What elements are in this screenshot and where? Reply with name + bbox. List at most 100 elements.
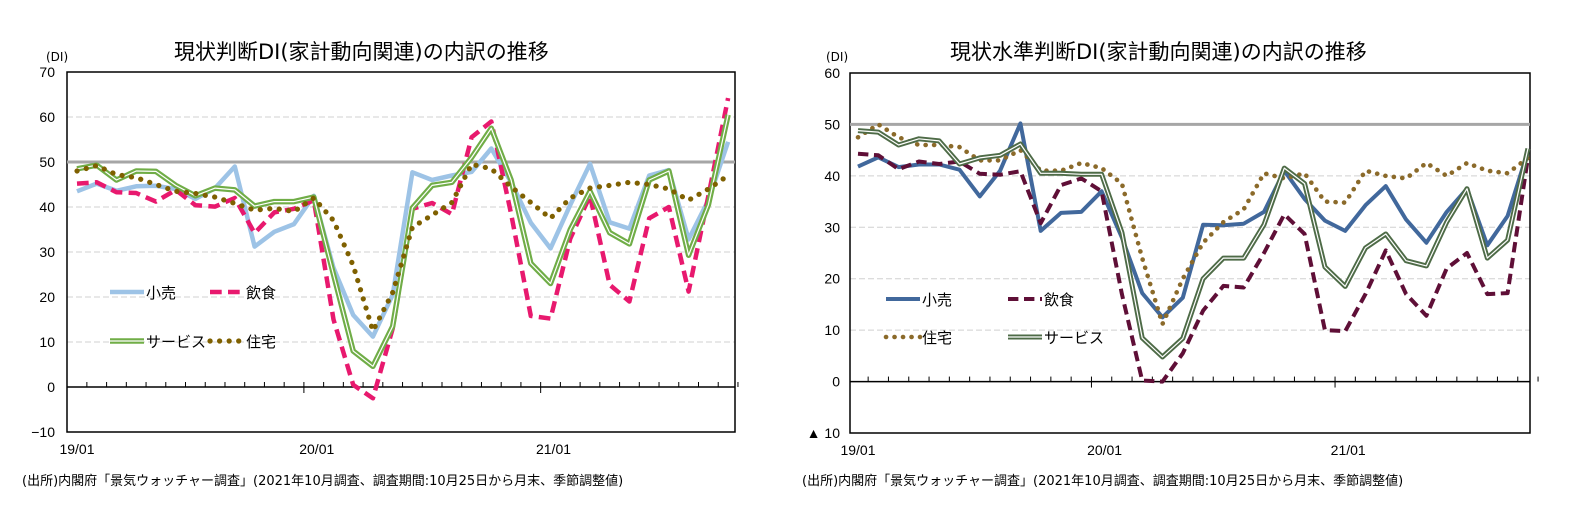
data-point: [292, 210, 296, 214]
data-point: [272, 210, 276, 214]
data-point: [978, 194, 982, 198]
x-tick-label: 21/01: [536, 441, 571, 457]
data-point: [1018, 142, 1022, 146]
legend-item: 住宅: [207, 334, 276, 351]
data-point: [1465, 187, 1469, 191]
data-point: [1262, 251, 1266, 255]
y-tick-label: 10: [824, 322, 840, 338]
data-point: [856, 135, 860, 139]
x-tick-label: 19/01: [840, 442, 875, 458]
data-point: [1181, 296, 1185, 300]
series-小売: [857, 121, 1530, 320]
data-point: [1526, 147, 1530, 151]
data-point: [1465, 161, 1469, 165]
data-point: [272, 206, 276, 210]
data-point: [154, 200, 158, 204]
series-line: [74, 161, 731, 334]
data-point: [351, 264, 355, 268]
y-tick-label: 30: [824, 219, 840, 235]
data-point: [1506, 291, 1510, 295]
data-point: [95, 164, 99, 168]
data-point: [1506, 238, 1510, 242]
data-point: [667, 169, 671, 173]
legend-label: サービス: [146, 334, 206, 351]
data-point: [1303, 171, 1307, 175]
y-tick-label: −10: [31, 424, 55, 440]
data-point: [1384, 232, 1388, 236]
data-point: [1364, 169, 1368, 173]
data-point: [876, 130, 880, 134]
data-point: [897, 135, 901, 139]
data-point: [998, 169, 1002, 173]
series-住宅: [855, 122, 1531, 327]
x-tick-label: 20/01: [299, 441, 334, 457]
data-point: [1404, 218, 1408, 222]
series-line: [857, 121, 1530, 320]
data-point: [647, 216, 651, 220]
data-point: [1343, 201, 1347, 205]
data-point: [1485, 256, 1489, 260]
x-tick-label: 19/01: [59, 441, 94, 457]
data-point: [1140, 379, 1144, 383]
data-point: [549, 216, 553, 220]
data-point: [876, 122, 880, 126]
y-unit-label: (DI): [46, 50, 69, 64]
data-point: [1242, 207, 1246, 211]
data-point: [331, 318, 335, 322]
data-point: [134, 184, 138, 188]
data-point: [292, 222, 296, 226]
data-point: [687, 290, 691, 294]
y-tick-label: 50: [824, 116, 840, 132]
data-point: [450, 201, 454, 205]
data-point: [253, 245, 257, 249]
y-tick-label: 30: [39, 244, 55, 260]
data-point: [1485, 169, 1489, 173]
data-point: [174, 189, 178, 193]
data-point: [410, 206, 414, 210]
data-point: [1323, 200, 1327, 204]
line-chart-left: −10 0 10 20 30 40 50 60 70 19/01 20/01 21/01 小売 飲食サービ…: [31, 64, 739, 457]
data-point: [1161, 322, 1165, 326]
data-point: [1079, 161, 1083, 165]
legend-item: 飲食: [1008, 292, 1074, 309]
data-point: [1384, 174, 1388, 178]
data-point: [410, 225, 414, 229]
data-point: [1445, 266, 1449, 270]
data-point: [430, 178, 434, 182]
data-point: [213, 195, 217, 199]
source-note: (出所)内閣府「景気ウォッチャー調査」(2021年10月調査、調査期間:10月2…: [22, 474, 624, 489]
data-point: [978, 172, 982, 176]
data-point: [489, 126, 493, 130]
data-point: [1059, 183, 1063, 187]
data-point: [134, 169, 138, 173]
data-point: [917, 137, 921, 141]
data-point: [1465, 251, 1469, 255]
y-unit-label: (DI): [826, 50, 849, 64]
data-point: [1059, 171, 1063, 175]
data-point: [1181, 277, 1185, 281]
data-point: [1181, 351, 1185, 355]
legend-label: 飲食: [246, 285, 276, 302]
data-point: [1018, 121, 1022, 125]
data-point: [410, 170, 414, 174]
data-point: [331, 273, 335, 277]
data-point: [1303, 182, 1307, 186]
data-point: [529, 201, 533, 205]
y-tick-label: 70: [39, 64, 55, 80]
data-point: [1018, 169, 1022, 173]
data-point: [1161, 380, 1165, 384]
data-point: [687, 253, 691, 257]
data-point: [253, 204, 257, 208]
plot-area: [849, 72, 1531, 434]
data-point: [509, 185, 513, 189]
data-point: [1079, 210, 1083, 214]
data-point: [1242, 285, 1246, 289]
data-point: [1506, 171, 1510, 175]
data-point: [114, 178, 118, 182]
data-point: [391, 324, 395, 328]
data-point: [667, 205, 671, 209]
data-point: [1506, 214, 1510, 218]
data-point: [687, 198, 691, 202]
data-point: [213, 186, 217, 190]
